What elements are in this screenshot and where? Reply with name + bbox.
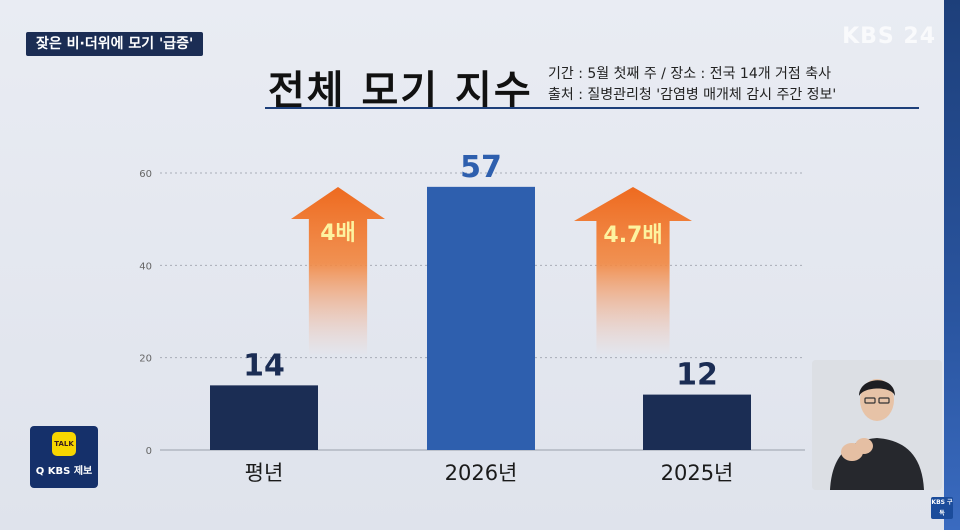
kakao-report-box[interactable]: TALK Q KBS 제보 xyxy=(30,426,98,488)
sign-language-interpreter xyxy=(812,360,942,490)
arrow-layer: 4배 4.7배 xyxy=(291,187,692,356)
kakao-report-label: Q KBS 제보 xyxy=(35,466,93,477)
bar-value-label: 12 xyxy=(676,358,718,393)
x-category-label: 2025년 xyxy=(661,461,734,485)
bar-0 xyxy=(210,385,318,450)
growth-arrow-icon xyxy=(574,187,692,356)
right-frame-bar xyxy=(944,0,960,530)
meta-period: 기간 : 5월 첫째 주 / 장소 : 전국 14개 거점 축사 xyxy=(548,66,832,82)
kakao-talk-icon: TALK xyxy=(52,432,76,456)
bar-layer xyxy=(210,186,751,450)
news-headline-tag: 잦은 비·더위에 모기 '급증' xyxy=(26,32,204,56)
chart-meta: 기간 : 5월 첫째 주 / 장소 : 전국 14개 거점 축사 출처 : 질병… xyxy=(548,64,836,106)
x-category-label: 2026년 xyxy=(445,461,518,485)
label-layer: 14 평년 57 2026년 12 2025년 xyxy=(243,150,733,485)
bar-value-label: 14 xyxy=(243,348,285,383)
bar-2 xyxy=(643,394,751,450)
x-category-label: 평년 xyxy=(245,461,284,485)
growth-annotation-label: 4.7배 xyxy=(603,223,662,248)
bar-value-label: 57 xyxy=(460,150,502,185)
chart-title: 전체 모기 지수 xyxy=(268,68,533,114)
bar-1 xyxy=(427,186,535,450)
interpreter-figure-icon xyxy=(812,360,942,490)
y-tick-label: 20 xyxy=(139,354,152,365)
y-tick-label: 0 xyxy=(146,446,152,457)
growth-annotation-label: 4배 xyxy=(320,221,356,246)
title-underline xyxy=(265,107,919,109)
y-tick-label: 60 xyxy=(139,169,152,180)
y-tick-label: 40 xyxy=(139,261,152,272)
growth-arrow-icon xyxy=(291,187,385,356)
kbs24-logo: KBS 24 xyxy=(842,24,936,49)
meta-source: 출처 : 질병관리청 '감염병 매개체 감시 주간 정보' xyxy=(548,87,837,103)
kbs-subscribe-badge[interactable]: KBS 구독 xyxy=(931,497,953,519)
